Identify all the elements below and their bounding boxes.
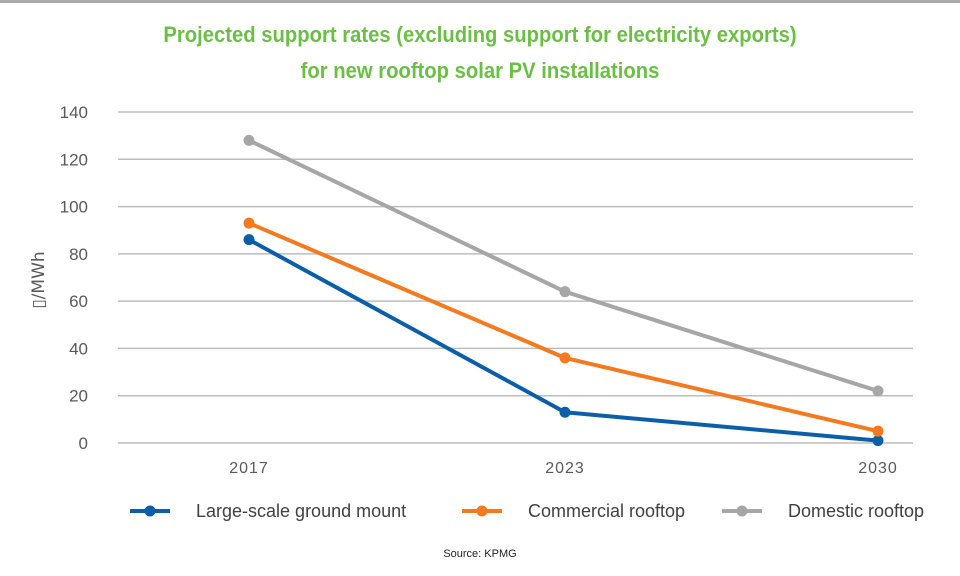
x-tick-label: 2017 bbox=[229, 460, 269, 477]
data-point bbox=[559, 286, 571, 298]
x-tick-label: 2030 bbox=[858, 460, 898, 477]
y-tick-label: 0 bbox=[79, 434, 88, 453]
y-tick-label: 120 bbox=[60, 150, 88, 169]
data-point bbox=[243, 134, 255, 146]
data-point bbox=[559, 406, 571, 418]
top-border bbox=[0, 0, 960, 3]
legend-swatch-marker bbox=[144, 505, 156, 517]
y-tick-label: 40 bbox=[69, 339, 88, 358]
x-tick-label: 2023 bbox=[545, 460, 585, 477]
legend-label: Large-scale ground mount bbox=[196, 501, 406, 521]
y-tick-label: 100 bbox=[60, 198, 88, 217]
data-point bbox=[559, 352, 571, 364]
legend-swatch-marker bbox=[476, 505, 488, 517]
chart-title-line-1: Projected support rates (excluding suppo… bbox=[163, 22, 797, 47]
chart-title-line-2: for new rooftop solar PV installations bbox=[300, 58, 660, 83]
y-tick-label: 60 bbox=[69, 292, 88, 311]
y-tick-label: 20 bbox=[69, 387, 88, 406]
y-axis-label: ▯/MWh bbox=[29, 251, 49, 308]
y-tick-label: 80 bbox=[69, 245, 88, 264]
y-tick-label: 140 bbox=[60, 103, 88, 122]
legend-label: Domestic rooftop bbox=[788, 501, 924, 521]
data-point bbox=[872, 385, 884, 397]
data-point bbox=[243, 234, 255, 246]
legend-swatch-marker bbox=[736, 505, 748, 517]
data-point bbox=[872, 425, 884, 437]
data-point bbox=[872, 435, 884, 447]
source-note: Source: KPMG bbox=[443, 548, 517, 560]
legend-label: Commercial rooftop bbox=[528, 501, 685, 521]
data-point bbox=[243, 217, 255, 229]
